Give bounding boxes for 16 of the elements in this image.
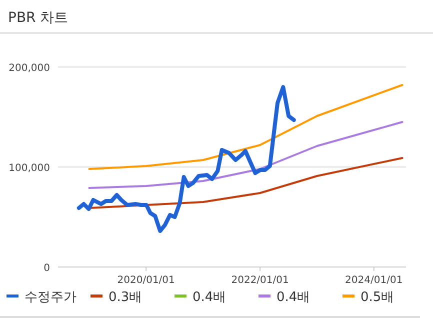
- legend-label: 수정주가: [24, 290, 76, 305]
- chart-title: PBR 차트: [8, 10, 68, 26]
- line-series: [88, 121, 404, 189]
- line-series: [76, 85, 296, 233]
- y-tick-label: 0: [44, 263, 50, 274]
- legend-label: 0.4배: [276, 290, 310, 305]
- x-tick-label: 2020/01/01: [117, 275, 175, 286]
- line-series: [88, 84, 404, 170]
- legend-label: 0.5배: [360, 290, 394, 305]
- y-tick-label: 200,000: [8, 63, 50, 74]
- legend-label: 0.4배: [192, 290, 226, 305]
- x-tick-label: 2024/01/01: [345, 275, 403, 286]
- y-tick-label: 100,000: [8, 163, 50, 174]
- line-series: [88, 157, 404, 209]
- legend-label: 0.3배: [108, 290, 142, 305]
- x-tick-label: 2022/01/01: [231, 275, 289, 286]
